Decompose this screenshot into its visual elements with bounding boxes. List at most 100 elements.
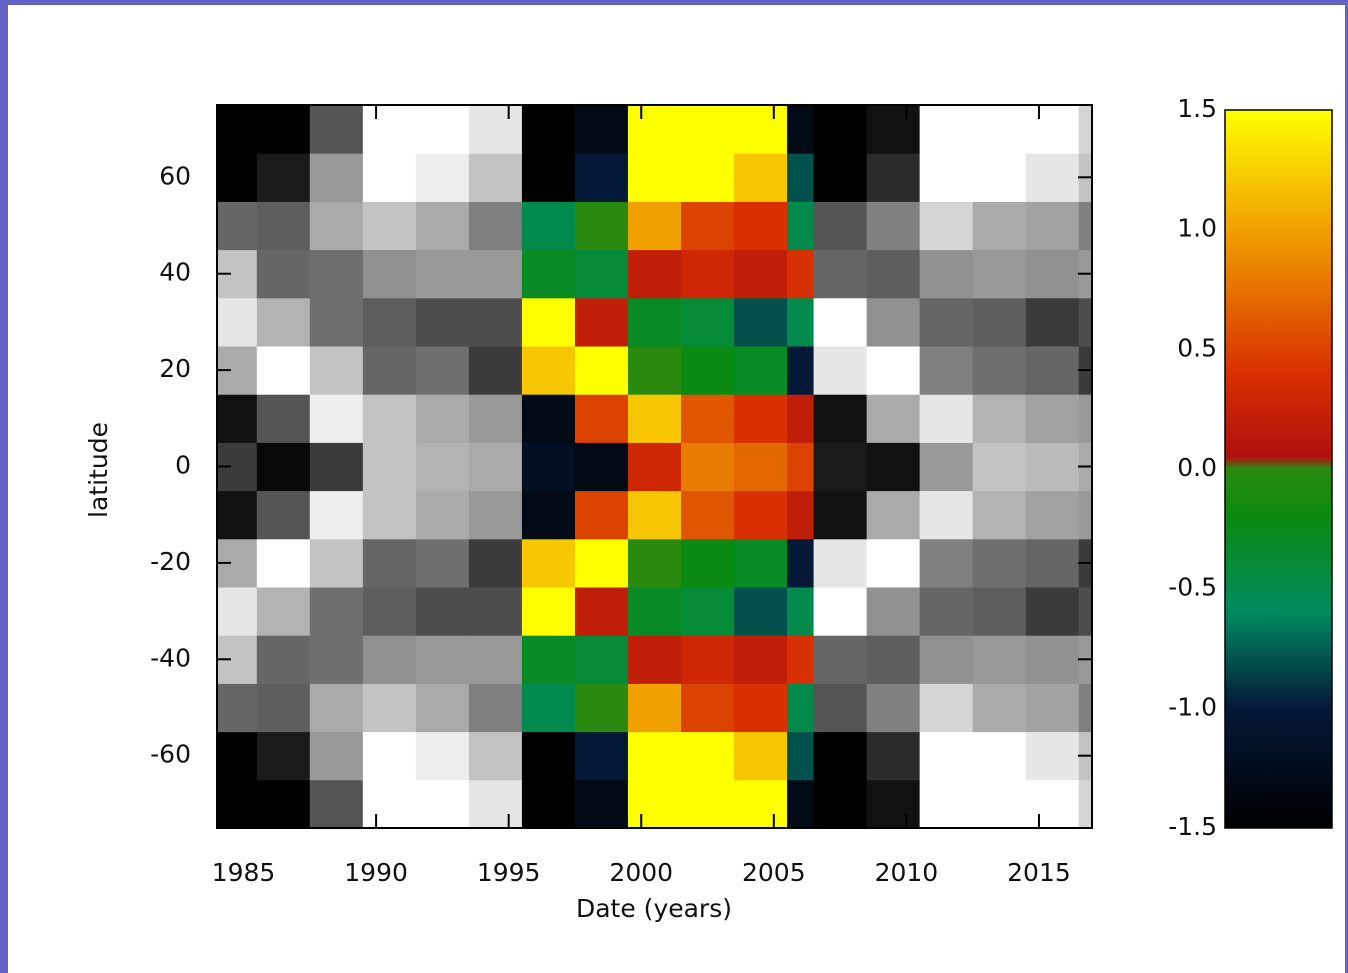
heatmap-cell [813, 442, 868, 492]
heatmap-cell [521, 731, 576, 781]
y-tick-label: -60 [150, 740, 191, 769]
heatmap-cell [919, 490, 974, 540]
heatmap-cell [734, 683, 788, 733]
heatmap-cell [787, 201, 815, 251]
heatmap-cell [1025, 731, 1080, 781]
heatmap-cell [1025, 442, 1080, 492]
heatmap-cell [217, 105, 258, 154]
heatmap-cell [1025, 153, 1080, 202]
heatmap-cell [734, 587, 788, 636]
x-tick-label: 2015 [1007, 858, 1071, 887]
heatmap-cell [309, 297, 364, 347]
heatmap-cell [734, 442, 788, 492]
heatmap-cell [521, 249, 576, 299]
heatmap-cell [813, 249, 868, 299]
heatmap-cell [362, 538, 417, 588]
heatmap-cell [362, 394, 417, 443]
heatmap-cell [309, 249, 364, 299]
heatmap-cell [866, 297, 921, 347]
heatmap-cell [813, 346, 868, 395]
heatmap-cell [1078, 779, 1093, 829]
heatmap-cell [866, 394, 921, 443]
heatmap-cell [574, 538, 629, 588]
heatmap-cell [919, 297, 974, 347]
heatmap-cell [866, 683, 921, 733]
heatmap-cell [521, 635, 576, 684]
colorbar-tick-label: 1.0 [1177, 214, 1217, 243]
heatmap-cell [734, 153, 788, 202]
heatmap-cell [866, 105, 921, 154]
heatmap-cell [309, 538, 364, 588]
heatmap-cell [415, 249, 470, 299]
heatmap-cell [734, 297, 788, 347]
heatmap-cell [256, 538, 311, 588]
heatmap-cell [521, 297, 576, 347]
heatmap-cell [415, 153, 470, 202]
heatmap-cell [362, 153, 417, 202]
heatmap-cell [1025, 779, 1080, 829]
heatmap-cell [866, 731, 921, 781]
heatmap-cell [866, 587, 921, 636]
heatmap-cell [787, 394, 815, 443]
heatmap-cell [734, 635, 788, 684]
heatmap-cell [415, 346, 470, 395]
heatmap-cell [734, 490, 788, 540]
heatmap-cell [681, 442, 735, 492]
heatmap-cell [415, 201, 470, 251]
heatmap-cell [362, 249, 417, 299]
heatmap-cell [734, 731, 788, 781]
heatmap-cell [813, 105, 868, 154]
heatmap-cell [681, 346, 735, 395]
heatmap-cell [309, 587, 364, 636]
heatmap-cell [1025, 490, 1080, 540]
heatmap-cell [415, 683, 470, 733]
heatmap-cell [866, 538, 921, 588]
heatmap-cell [468, 635, 523, 684]
heatmap-cell [521, 394, 576, 443]
heatmap-cell [1078, 490, 1093, 540]
heatmap-cell [1078, 587, 1093, 636]
heatmap-cell [681, 249, 735, 299]
heatmap-cell [362, 442, 417, 492]
heatmap-cell [919, 105, 974, 154]
heatmap-cell [627, 683, 682, 733]
colorbar-tick-label: 0.0 [1177, 453, 1217, 482]
heatmap-cell [919, 442, 974, 492]
heatmap-cell [1078, 201, 1093, 251]
heatmap-cell [787, 635, 815, 684]
colorbar-tick-label: -1.0 [1168, 692, 1217, 721]
heatmap-cell [919, 201, 974, 251]
heatmap-cell [787, 442, 815, 492]
heatmap-cell [415, 635, 470, 684]
y-tick-label: 40 [159, 258, 191, 287]
heatmap-cell [309, 490, 364, 540]
heatmap-cell [627, 731, 682, 781]
heatmap-cell [972, 346, 1027, 395]
heatmap-cell [813, 587, 868, 636]
heatmap-cell [919, 587, 974, 636]
heatmap-cell [1025, 538, 1080, 588]
heatmap-cell [521, 779, 576, 829]
x-tick-label: 1985 [212, 858, 276, 887]
heatmap-cell [574, 731, 629, 781]
heatmap-cell [681, 683, 735, 733]
heatmap-cell [415, 779, 470, 829]
heatmap-cell [468, 683, 523, 733]
heatmap-cell [681, 587, 735, 636]
heatmap-cell [521, 153, 576, 202]
heatmap-cell [217, 394, 258, 443]
heatmap-cell [415, 538, 470, 588]
heatmap-cell [415, 490, 470, 540]
heatmap-cell [256, 442, 311, 492]
heatmap-cell [468, 731, 523, 781]
heatmap-cell [256, 297, 311, 347]
colorbar [1224, 109, 1333, 829]
heatmap-cell [362, 201, 417, 251]
heatmap-cell [309, 779, 364, 829]
heatmap-cell [1025, 297, 1080, 347]
heatmap-cell [574, 394, 629, 443]
heatmap-cell [574, 346, 629, 395]
heatmap-cell [415, 442, 470, 492]
heatmap-cell [1025, 683, 1080, 733]
